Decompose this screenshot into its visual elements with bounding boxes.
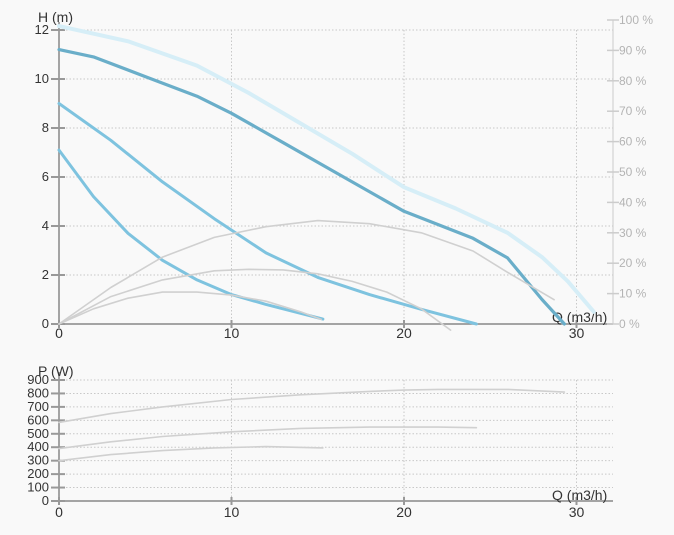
head-curve-2 (57, 148, 325, 321)
y-tick-label: 10 (35, 71, 49, 86)
y2-tick-label: 10 % (619, 287, 647, 301)
y-tick-label: 6 (42, 169, 49, 184)
y-tick-label: 400 (27, 439, 49, 454)
y2-tick-label: 70 % (619, 104, 647, 118)
power-curve-1 (58, 426, 478, 450)
y2-tick-label: 100 % (619, 13, 653, 27)
y-tick-label: 500 (27, 426, 49, 441)
x-tick-label: 30 (569, 325, 585, 341)
efficiency-curve-4 (58, 219, 555, 325)
x-tick-label: 10 (224, 504, 240, 520)
x-tick-label: 20 (396, 325, 412, 341)
head-curve-0 (57, 47, 567, 326)
y-tick-label: 300 (27, 453, 49, 468)
y-tick-label: 2 (42, 267, 49, 282)
power-curve-2 (58, 445, 324, 462)
y-tick-label: 12 (35, 22, 49, 37)
head-curve-1 (57, 102, 478, 326)
power-curve-0 (58, 388, 566, 424)
y-tick-label: 700 (27, 399, 49, 414)
efficiency-curve-5 (58, 268, 452, 331)
y-axis-title: H (m) (38, 9, 73, 25)
y-tick-label: 900 (27, 372, 49, 387)
y-tick-label: 200 (27, 466, 49, 481)
y-axis-title: P (W) (38, 363, 74, 379)
head-flow-chart: 0 2 4 6 8 10 12 0 10 20 30 H (m) Q (m3/h) 0 % 10 % 20 %… (35, 9, 654, 341)
y-tick-label: 8 (42, 120, 49, 135)
y2-tick-label: 0 % (619, 317, 640, 331)
x-axis-title: Q (m3/h) (552, 487, 607, 503)
y2-tick-label: 90 % (619, 43, 647, 57)
y-tick-label: 4 (42, 218, 49, 233)
y2-tick-label: 80 % (619, 74, 647, 88)
y2-tick-label: 20 % (619, 256, 647, 270)
x-tick-label: 0 (55, 325, 63, 341)
y2-tick-label: 50 % (619, 165, 647, 179)
y-tick-label: 600 (27, 412, 49, 427)
y2-tick-label: 40 % (619, 195, 647, 209)
x-tick-label: 20 (396, 504, 412, 520)
efficiency-curve-3 (57, 24, 596, 314)
y-tick-label: 800 (27, 385, 49, 400)
efficiency-curve-6 (58, 291, 323, 325)
y-tick-label: 100 (27, 480, 49, 495)
y-tick-label: 0 (42, 493, 49, 508)
y-tick-label: 0 (42, 316, 49, 331)
x-tick-label: 0 (55, 504, 63, 520)
x-tick-label: 10 (224, 325, 240, 341)
y2-tick-label: 30 % (619, 226, 647, 240)
x-axis-title: Q (m3/h) (552, 309, 607, 325)
x-tick-label: 30 (569, 504, 585, 520)
y2-tick-label: 60 % (619, 135, 647, 149)
